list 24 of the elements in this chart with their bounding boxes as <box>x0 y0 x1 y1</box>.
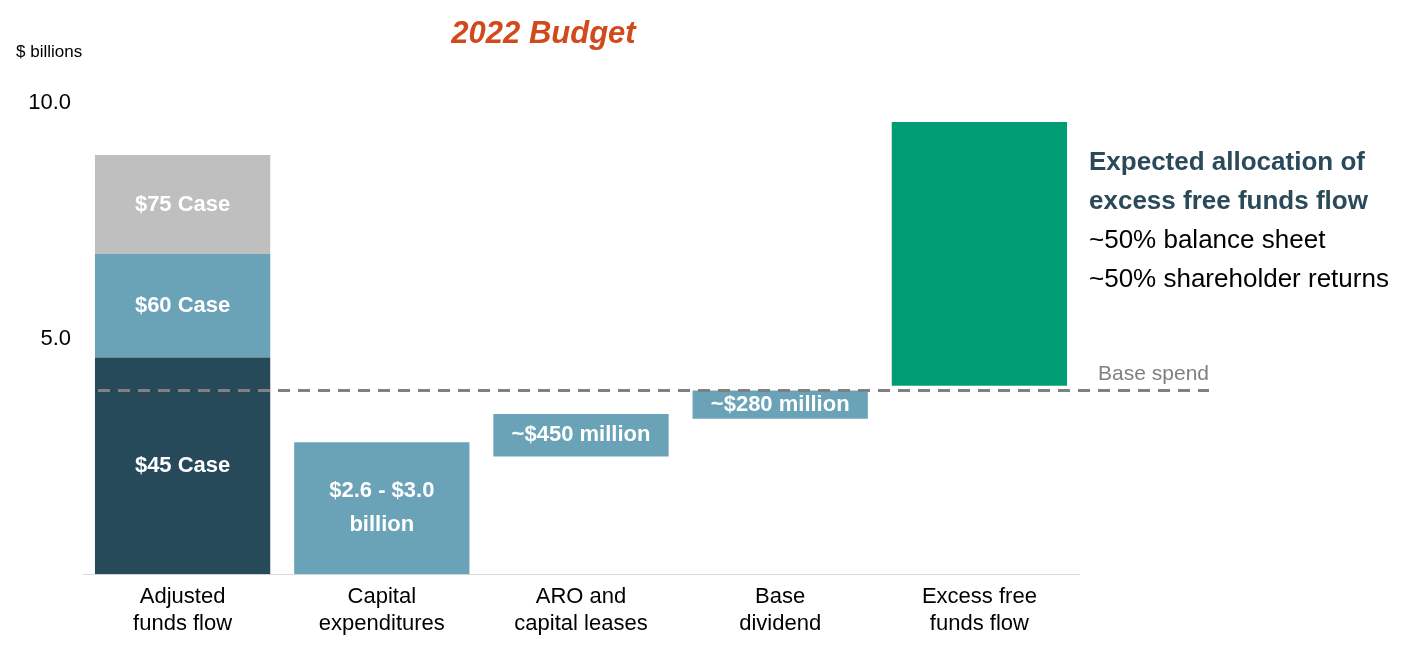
x-tick-label: Base dividend <box>739 583 822 635</box>
ref-line-label: Base spend <box>1098 360 1209 384</box>
x-tick-label: Capital expenditures <box>318 583 445 635</box>
chart-title: 2022 Budget <box>450 15 638 51</box>
annotation: Expected allocation of excess free funds flow <box>1089 146 1369 216</box>
bar <box>294 442 470 575</box>
bar <box>94 357 271 575</box>
x-tick-label: Excess free funds flow <box>921 583 1037 635</box>
series-label: $75 Case <box>134 190 231 216</box>
y-tick-label: 10.0 <box>28 89 71 115</box>
series-label: $60 Case <box>134 291 231 317</box>
bar <box>94 253 271 358</box>
bar <box>891 122 1068 386</box>
annotation: ~50% shareholder returns <box>1089 263 1389 294</box>
x-tick-label: Adjusted funds flow <box>133 583 233 635</box>
series-label: $45 Case <box>134 451 231 477</box>
annotation: ~$280 million <box>710 390 850 416</box>
annotation: ~$450 million <box>511 421 651 447</box>
y-tick-label: 5.0 <box>40 324 71 350</box>
bar <box>94 155 271 254</box>
annotation: ~50% balance sheet <box>1089 224 1327 255</box>
x-tick-label: ARO and capital leases <box>514 583 648 635</box>
annotation: $2.6 - $3.0 billion <box>329 477 435 537</box>
y-axis-title: $ billions <box>16 41 83 61</box>
